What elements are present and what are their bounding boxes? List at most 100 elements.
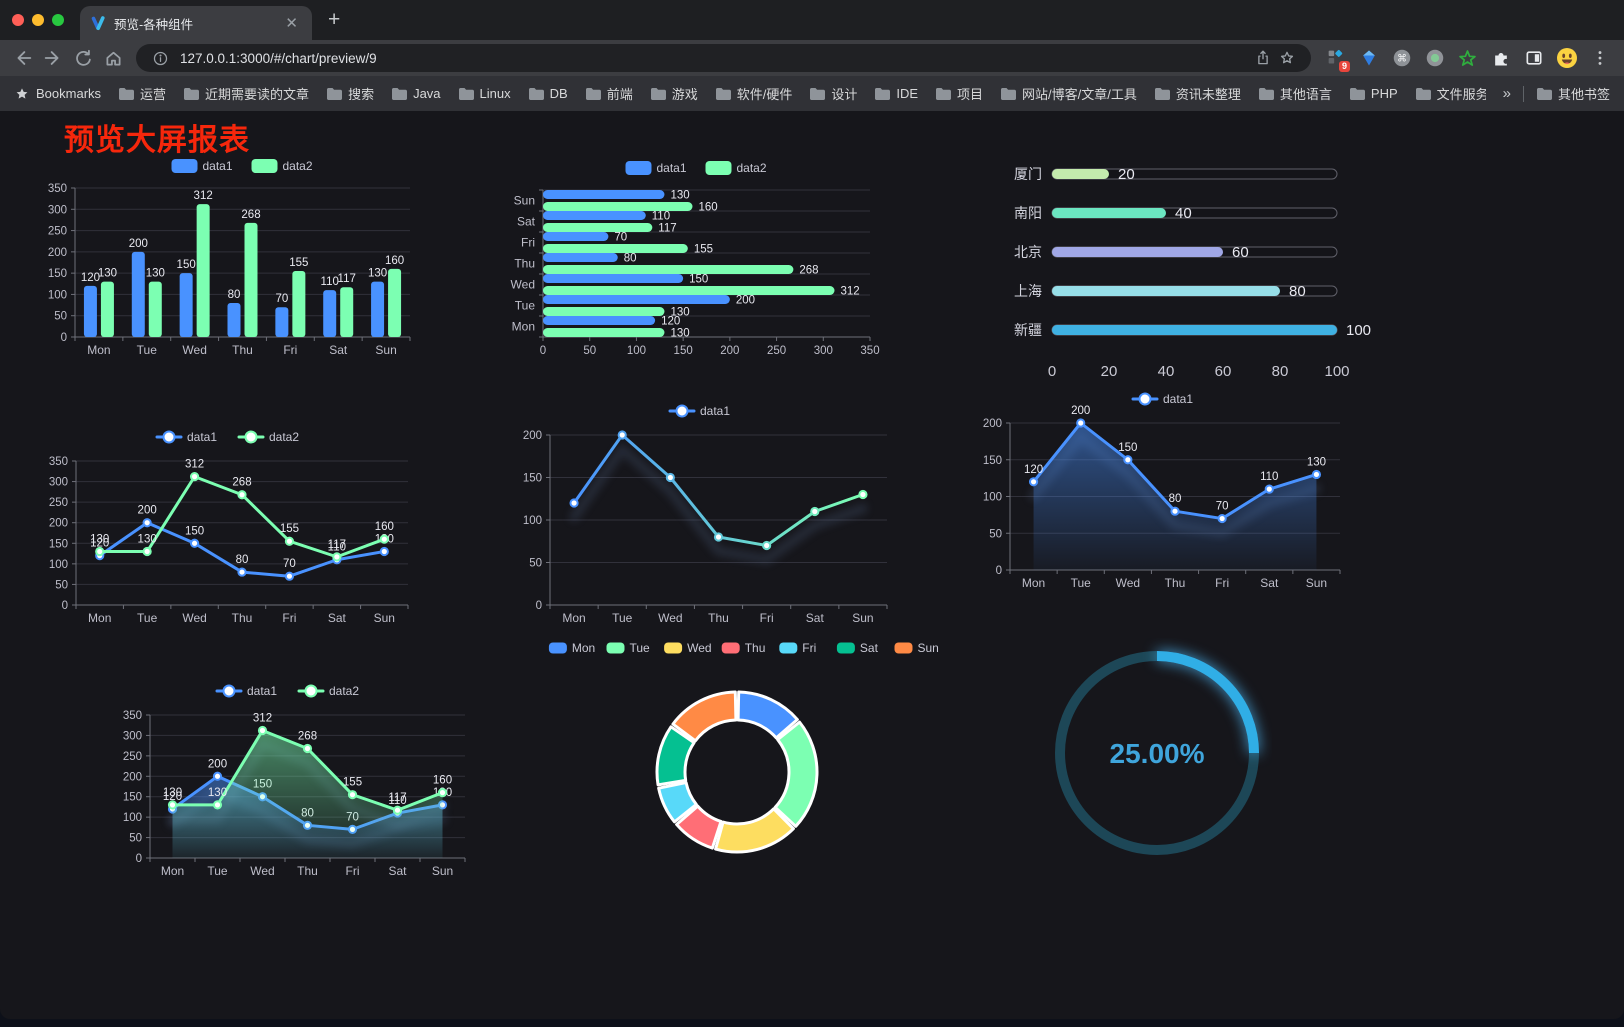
svg-text:268: 268	[799, 265, 818, 277]
close-window-button[interactable]	[12, 14, 24, 26]
svg-text:200: 200	[129, 238, 148, 250]
svg-text:200: 200	[49, 518, 68, 530]
site-info-icon[interactable]	[148, 46, 172, 70]
address-bar[interactable]: 127.0.0.1:3000/#/chart/preview/9	[136, 44, 1311, 72]
svg-text:Wed: Wed	[182, 611, 206, 625]
bookmark-folder[interactable]: 设计	[809, 84, 857, 103]
svg-text:Wed: Wed	[658, 611, 682, 625]
svg-text:130: 130	[146, 268, 165, 280]
svg-text:data1: data1	[247, 684, 277, 698]
svg-text:Tue: Tue	[207, 864, 228, 878]
svg-text:130: 130	[368, 268, 387, 280]
new-tab-button[interactable]: +	[328, 8, 341, 31]
chart-line-gradient[interactable]: data1 0 50 100 150 200 Mon Tue Wed Thu Fri Sat Sun	[506, 395, 898, 635]
bookmark-folder[interactable]: 游戏	[650, 84, 698, 103]
bookmark-star-icon[interactable]	[1275, 46, 1299, 70]
extension-star-icon[interactable]	[1453, 44, 1482, 72]
share-icon[interactable]	[1251, 46, 1275, 70]
svg-text:268: 268	[241, 209, 260, 221]
svg-text:Sat: Sat	[329, 343, 348, 357]
bookmark-folder[interactable]: 项目	[935, 84, 983, 103]
extension-command-icon[interactable]: ⌘	[1387, 44, 1416, 72]
svg-text:Tue: Tue	[137, 343, 158, 357]
other-bookmarks[interactable]: 其他书签	[1536, 84, 1610, 103]
bookmark-folder[interactable]: 运营	[118, 84, 166, 103]
bookmark-folder[interactable]: 前端	[585, 84, 633, 103]
forward-button[interactable]	[40, 45, 66, 71]
side-panel-icon[interactable]	[1519, 44, 1548, 72]
bookmarks-right: » 其他书签	[1503, 84, 1610, 103]
extension-record-icon[interactable]	[1420, 44, 1449, 72]
minimize-window-button[interactable]	[32, 14, 44, 26]
svg-text:150: 150	[185, 525, 204, 537]
bookmark-folder[interactable]: 近期需要读的文章	[183, 84, 309, 103]
svg-text:20: 20	[1101, 363, 1118, 380]
bookmark-folder[interactable]: DB	[528, 84, 568, 103]
browser-menu-icon[interactable]	[1585, 44, 1614, 72]
chart-area-dual[interactable]: data1 data2 0 50 100 150 200 250 300 350 Mon Tue Wed…	[94, 675, 486, 888]
url-text[interactable]: 127.0.0.1:3000/#/chart/preview/9	[180, 50, 377, 66]
svg-text:Sun: Sun	[918, 641, 939, 655]
bookmark-folder[interactable]: 文件服务器	[1415, 84, 1486, 103]
svg-text:Tue: Tue	[137, 611, 158, 625]
reload-button[interactable]	[70, 45, 96, 71]
bookmarks-manager[interactable]: Bookmarks	[14, 86, 101, 102]
chart-area-single[interactable]: data1 0 50 100 150 200 Mon Tue Wed Thu Fri Sat Sun 12…	[975, 383, 1355, 600]
folder-icon	[1349, 87, 1365, 100]
bookmark-folder[interactable]: Linux	[458, 84, 511, 103]
svg-text:0: 0	[136, 853, 142, 865]
svg-text:200: 200	[1071, 405, 1090, 417]
chart-progress-list[interactable]: 厦门 20 南阳 40 北京 60 上海 80 新疆 100 0 20 40 60 80 100	[988, 150, 1386, 390]
svg-text:Sat: Sat	[1260, 576, 1279, 590]
svg-text:150: 150	[177, 259, 196, 271]
svg-text:100: 100	[49, 559, 68, 571]
chart-line-dual[interactable]: data1 data2 0 50 100 150 200 250 300 350 Mon Tue Wed…	[36, 421, 424, 635]
bookmark-folder[interactable]: IDE	[874, 84, 918, 103]
svg-text:312: 312	[840, 286, 859, 298]
folder-icon	[1258, 87, 1274, 100]
bookmark-folder[interactable]: PHP	[1349, 84, 1398, 103]
page-title: 预览大屏报表	[64, 124, 250, 157]
svg-text:300: 300	[814, 345, 833, 357]
svg-text:110: 110	[328, 542, 346, 554]
bookmark-folder[interactable]: 搜索	[326, 84, 374, 103]
chart-bar-horizontal[interactable]: data1 data2 0 50 100 150 200 250 300 350 Sun 130 160…	[500, 152, 898, 367]
svg-text:155: 155	[343, 777, 362, 789]
chart-gauge[interactable]: 25.00%	[1040, 638, 1272, 870]
svg-text:150: 150	[48, 268, 67, 280]
extension-gem-icon[interactable]	[1354, 44, 1383, 72]
bookmarks-separator	[1522, 85, 1524, 102]
svg-text:130: 130	[1307, 456, 1326, 468]
bookmark-folder[interactable]: 软件/硬件	[715, 84, 792, 103]
chart-svg-area-dual: data1 data2 0 50 100 150 200 250 300 350 Mon Tue Wed…	[123, 684, 466, 878]
svg-text:350: 350	[123, 710, 142, 722]
chart-bar-grouped[interactable]: data1 data2 0 50 100 150 200 250 300 350 Mon Tue Wed…	[30, 150, 460, 367]
extension-grid-icon[interactable]: 9	[1321, 44, 1350, 72]
home-button[interactable]	[100, 45, 126, 71]
chart-donut[interactable]: Mon Tue Wed Thu Fri Sat Sun	[545, 633, 943, 895]
svg-text:Mon: Mon	[161, 864, 184, 878]
svg-text:40: 40	[1158, 363, 1175, 380]
svg-text:Sun: Sun	[852, 611, 873, 625]
svg-text:130: 130	[670, 190, 689, 202]
browser-toolbar: 127.0.0.1:3000/#/chart/preview/9 9	[0, 40, 1624, 76]
svg-text:100: 100	[1324, 363, 1349, 380]
extensions-puzzle-icon[interactable]	[1486, 44, 1515, 72]
bookmark-folder[interactable]: 网站/博客/文章/工具	[1000, 84, 1137, 103]
bookmark-folder[interactable]: 其他语言	[1258, 84, 1332, 103]
back-button[interactable]	[10, 45, 36, 71]
bookmark-folder[interactable]: Java	[391, 84, 441, 103]
svg-text:25.00%: 25.00%	[1110, 738, 1205, 769]
bookmarks-overflow-chevron[interactable]: »	[1502, 85, 1511, 102]
emoji-profile-icon[interactable]	[1552, 44, 1581, 72]
maximize-window-button[interactable]	[52, 14, 64, 26]
svg-text:130: 130	[138, 534, 157, 546]
bookmark-label: PHP	[1370, 86, 1398, 101]
svg-text:南阳: 南阳	[1014, 205, 1042, 221]
bookmark-folder[interactable]: 资讯未整理	[1154, 84, 1241, 103]
svg-text:120: 120	[661, 316, 680, 328]
tab-close-icon[interactable]: ✕	[285, 15, 298, 32]
svg-text:312: 312	[194, 190, 213, 202]
svg-text:50: 50	[583, 345, 596, 357]
browser-tab[interactable]: 预览-各种组件 ✕	[80, 6, 312, 40]
